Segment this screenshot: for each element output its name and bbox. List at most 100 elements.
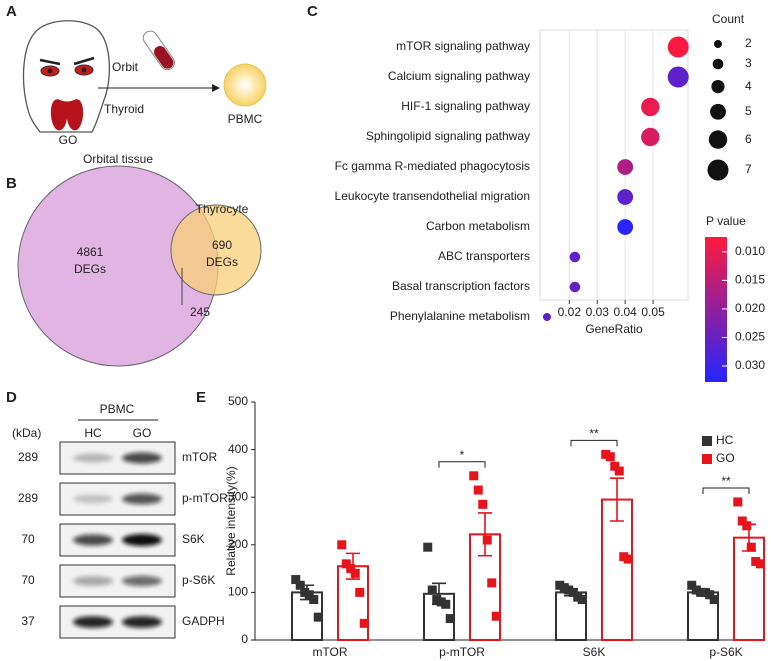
color-tick-label: 0.020 [735,301,765,315]
protein-label: S6K [182,532,205,546]
band [122,534,162,546]
point [737,516,747,526]
point [346,564,356,574]
dot [617,189,634,205]
label: 245 [190,305,210,319]
legend-label: HC [716,433,734,447]
legend-dot [714,40,722,48]
point [350,568,360,578]
point [295,580,305,590]
point [605,452,615,462]
x-tick-label: p-mTOR [439,645,485,659]
venn-right [170,204,262,296]
legend-title: Count [712,12,745,26]
color-bar [705,237,727,382]
legend-dot [707,159,729,181]
x-tick-label: p-S6K [709,645,742,659]
y-tick-label: 0 [241,632,248,646]
y-tick-label: Sphingolipid signaling pathway [366,129,530,143]
point [687,580,697,590]
bracket [438,461,486,468]
label: Thyrocyte [196,202,249,216]
dot [641,127,660,147]
head-illustration [22,20,111,133]
legend-label: GO [716,451,735,465]
significance: ** [589,427,599,441]
label: 4861 [77,245,104,259]
legend-label: 4 [745,79,752,93]
dot [617,159,634,175]
legend-title: P value [706,214,746,228]
significance: * [460,448,465,462]
dot [569,281,581,293]
significance: ** [721,474,731,488]
band [73,576,113,586]
x-tick-label: 0.05 [641,305,665,319]
point [610,461,620,471]
error-bar [478,512,492,557]
panel-label: E [196,389,206,406]
x-tick-label: 0.02 [558,305,582,319]
label: Thyroid [104,102,144,116]
y-tick-label: Carbon metabolism [426,219,530,233]
point [478,499,488,509]
y-tick-label: ABC transporters [438,249,530,263]
y-tick-label: Leukocyte transendothelial migration [335,189,530,203]
label: DEGs [206,255,238,269]
panel-label: B [6,175,17,192]
point [304,590,314,600]
point [733,497,743,507]
y-tick-label: mTOR signaling pathway [396,39,530,53]
point [441,599,451,609]
x-tick-label: 0.03 [586,305,610,319]
bar [733,536,765,641]
x-tick-label: S6K [583,645,606,659]
point [568,587,578,597]
protein-label: p-mTOR [182,491,228,505]
arrow-head [212,84,220,92]
color-tick-label: 0.015 [735,273,765,287]
band [122,493,162,505]
point [445,614,455,624]
label: GO [59,133,78,147]
kda-label: 37 [21,614,35,628]
color-tick-label: 0.010 [735,244,765,258]
dot [667,36,689,58]
point [473,485,483,495]
legend-dot [711,80,725,94]
kda-label: 289 [18,491,38,505]
band [73,534,113,546]
x-axis-label: GeneRatio [585,322,643,336]
label: 690 [212,238,232,252]
legend-swatch [702,454,712,464]
color-tick-label: 0.025 [735,330,765,344]
point [309,595,319,605]
kda-label: 289 [18,450,38,464]
kda-label: 70 [21,532,35,546]
point [487,578,497,588]
legend-dot [710,103,726,120]
dot [569,251,581,263]
lane-label: GO [133,426,152,440]
dot [641,97,660,117]
y-tick-label: Calcium signaling pathway [388,69,530,83]
point [746,542,756,552]
panel-label: A [6,3,17,20]
label: Orbital tissue [83,152,153,166]
legend-label: 6 [745,132,752,146]
band [122,616,162,628]
y-tick-label: HIF-1 signaling pathway [401,99,530,113]
error-bar [610,477,624,522]
point [291,575,301,585]
point [623,554,633,564]
legend-dot [712,58,724,70]
point [742,521,752,531]
dot [617,219,634,235]
label: PBMC [228,112,263,126]
plot-area [539,29,689,301]
legend-label: 3 [745,56,752,70]
y-tick-label: Phenylalanine metabolism [390,309,530,323]
point [427,585,437,595]
dot [667,66,689,88]
